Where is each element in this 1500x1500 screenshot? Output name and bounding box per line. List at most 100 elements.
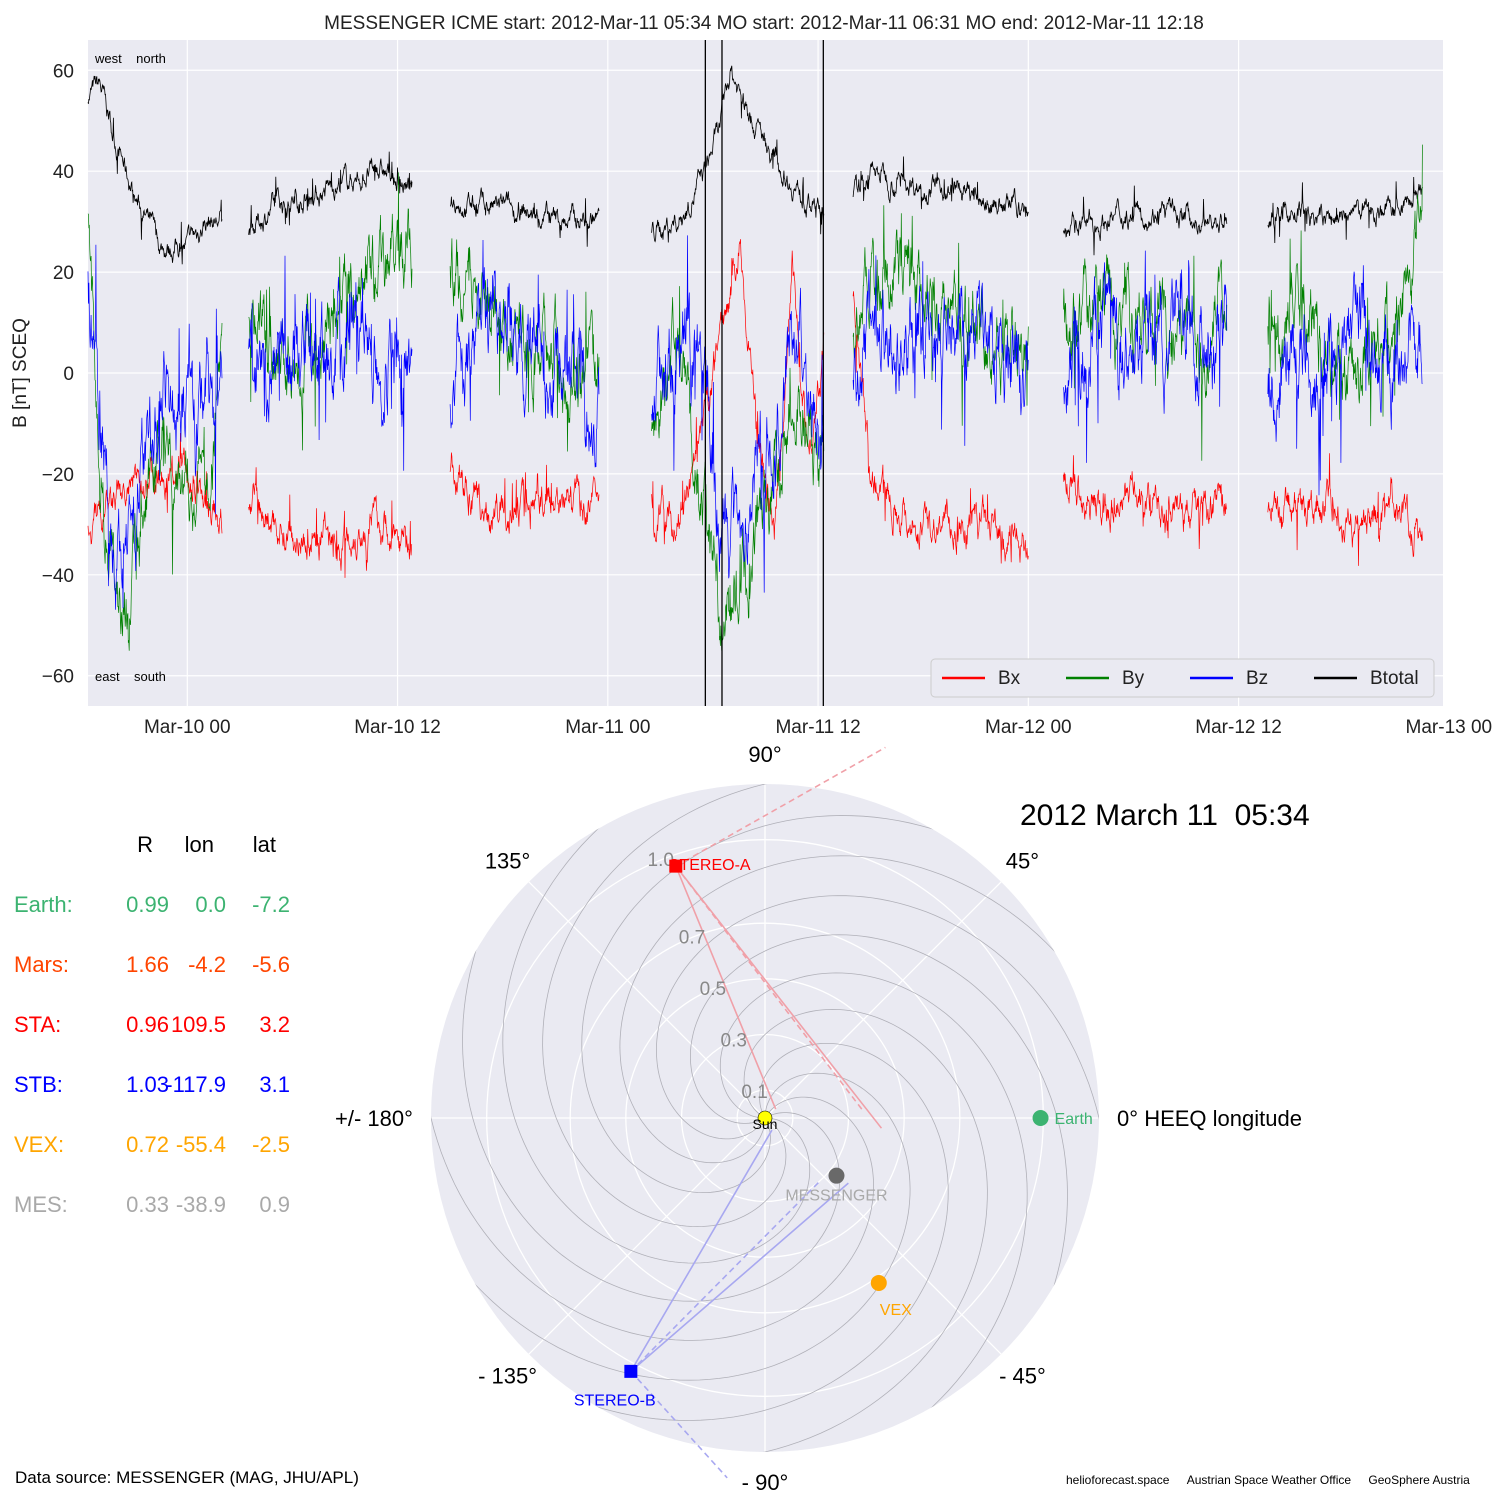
polar-title: 2012 March 11 05:34 xyxy=(1020,799,1310,832)
row-lat: 0.9 xyxy=(259,1192,290,1217)
table-row: Mars: 1.66 -4.2 -5.6 xyxy=(14,952,314,992)
angle-labels: 0° HEEQ longitude 45° 90° 135° +/- 180° - 135… xyxy=(335,742,1302,1495)
series-line-bx xyxy=(449,452,600,534)
timeseries-title: MESSENGER ICME start: 2012-Mar-11 05:34 … xyxy=(324,13,1204,34)
fov-line xyxy=(630,1370,728,1479)
row-r: 0.99 xyxy=(126,892,169,917)
stereo-b-label: STEREO-B xyxy=(574,1392,656,1409)
legend-label-bx: Bx xyxy=(998,668,1021,689)
fov-line xyxy=(630,1179,822,1372)
spiral-line xyxy=(431,1069,875,1341)
angle-label: - 90° xyxy=(742,1470,789,1495)
row-lat: -7.2 xyxy=(252,892,290,917)
series-line-bz xyxy=(1063,250,1228,463)
header-r: R xyxy=(137,832,153,857)
series-line-by xyxy=(248,172,413,451)
row-lon: -117.9 xyxy=(165,1072,226,1097)
legend-label-bz: Bz xyxy=(1246,668,1268,689)
timeseries-panel: MESSENGER ICME start: 2012-Mar-11 05:34 … xyxy=(10,13,1492,738)
series-line-btotal xyxy=(248,151,413,236)
row-lat: 3.2 xyxy=(259,1012,290,1037)
row-lat: -2.5 xyxy=(252,1132,290,1157)
legend-box xyxy=(930,658,1435,698)
spiral-line xyxy=(502,797,811,1264)
row-name: STA: xyxy=(14,1012,62,1037)
series-line-btotal xyxy=(1063,185,1228,256)
fov-line xyxy=(630,1129,773,1372)
series-line-by xyxy=(1063,254,1228,461)
legend: Bx By Bz Btotal xyxy=(930,658,1435,698)
table-row: Earth: 0.99 0.0 -7.2 xyxy=(14,892,314,932)
y-tick-label: 20 xyxy=(53,263,74,284)
table-row: STB: 1.03 -117.9 3.1 xyxy=(14,1072,314,1112)
fov-lines xyxy=(630,746,886,1479)
series-line-bx xyxy=(651,239,825,545)
stereo-a-marker xyxy=(669,859,683,873)
row-r: 1.66 xyxy=(126,952,169,977)
fov-line xyxy=(675,865,777,1110)
series-line-bx xyxy=(1063,455,1228,550)
y-tick-label: 60 xyxy=(53,61,74,82)
series-line-by xyxy=(449,238,600,452)
vex-marker xyxy=(870,1274,887,1291)
x-tick-labels: Mar-10 00 Mar-10 12 Mar-11 00 Mar-11 12 Mar-… xyxy=(144,717,1492,738)
series-line-bx xyxy=(248,467,413,578)
series-line-bz xyxy=(651,235,825,593)
spiral-line xyxy=(619,855,1086,1164)
row-name: STB: xyxy=(14,1072,63,1097)
corner-label-top: west north xyxy=(94,51,166,66)
row-r: 1.03 xyxy=(126,1072,169,1097)
fov-line xyxy=(675,746,886,867)
credit-asws: Austrian Space Weather Office xyxy=(1186,1473,1352,1487)
radial-tick-labels: 0.1 0.3 0.5 0.7 1.0 xyxy=(648,850,768,1103)
spiral-line xyxy=(655,895,1099,1167)
legend-label-by: By xyxy=(1122,668,1145,689)
fov-line xyxy=(675,865,863,1110)
parker-spirals xyxy=(431,784,1099,1452)
spiral-line xyxy=(719,972,1028,1439)
table-row: STA: 0.96 109.5 3.2 xyxy=(14,1012,314,1052)
spiral-line xyxy=(552,1043,949,1421)
row-name: Mars: xyxy=(14,952,69,977)
polar-panel: 0.1 0.3 0.5 0.7 1.0 0° HEEQ longitude 45° 90° 1… xyxy=(335,742,1310,1495)
y-axis-label: B [nT] SCEQ xyxy=(10,318,31,428)
row-lon: 0.0 xyxy=(195,892,226,917)
credits: helioforecast.space Austrian Space Weath… xyxy=(1052,1473,1470,1487)
header-lat: lat xyxy=(252,832,276,857)
spiral-line xyxy=(690,934,1068,1331)
series-line-by xyxy=(1267,144,1423,427)
angle-label: 0° HEEQ longitude xyxy=(1117,1106,1302,1131)
table-header: R lon lat xyxy=(14,832,314,872)
series-line-bz xyxy=(852,255,1029,446)
angle-label: +/- 180° xyxy=(335,1106,413,1131)
y-tick-label: −40 xyxy=(42,566,74,587)
sun-label: Sun xyxy=(753,1116,778,1132)
x-tick-label: Mar-12 00 xyxy=(985,717,1072,738)
spiral-line xyxy=(542,784,814,1228)
event-lines xyxy=(704,40,824,706)
x-tick-label: Mar-13 00 xyxy=(1406,717,1493,738)
y-tick-label: 0 xyxy=(63,364,74,385)
angular-grid-line xyxy=(764,881,1002,1119)
series-line-bz xyxy=(1267,265,1423,496)
sun-marker xyxy=(757,1110,773,1126)
y-tick-label: −60 xyxy=(42,667,74,688)
row-lat: 3.1 xyxy=(259,1072,290,1097)
y-tick-label: 40 xyxy=(53,162,74,183)
x-tick-label: Mar-10 00 xyxy=(144,717,231,738)
vex-label: VEX xyxy=(880,1302,912,1319)
angle-label: 135° xyxy=(485,849,531,874)
radial-tick-label: 0.7 xyxy=(679,927,705,948)
series-line-bz xyxy=(248,255,413,471)
row-name: MES: xyxy=(14,1192,68,1217)
earth-marker xyxy=(1032,1110,1049,1126)
row-lon: -55.4 xyxy=(175,1132,226,1157)
corner-label-bottom: east south xyxy=(95,669,166,684)
series-line-by xyxy=(87,213,223,651)
angle-label: 90° xyxy=(748,742,781,767)
angular-grid-line xyxy=(528,881,766,1119)
series-line-btotal xyxy=(651,65,825,243)
x-tick-label: Mar-12 12 xyxy=(1195,717,1282,738)
credit-geosphere: GeoSphere Austria xyxy=(1368,1473,1470,1487)
